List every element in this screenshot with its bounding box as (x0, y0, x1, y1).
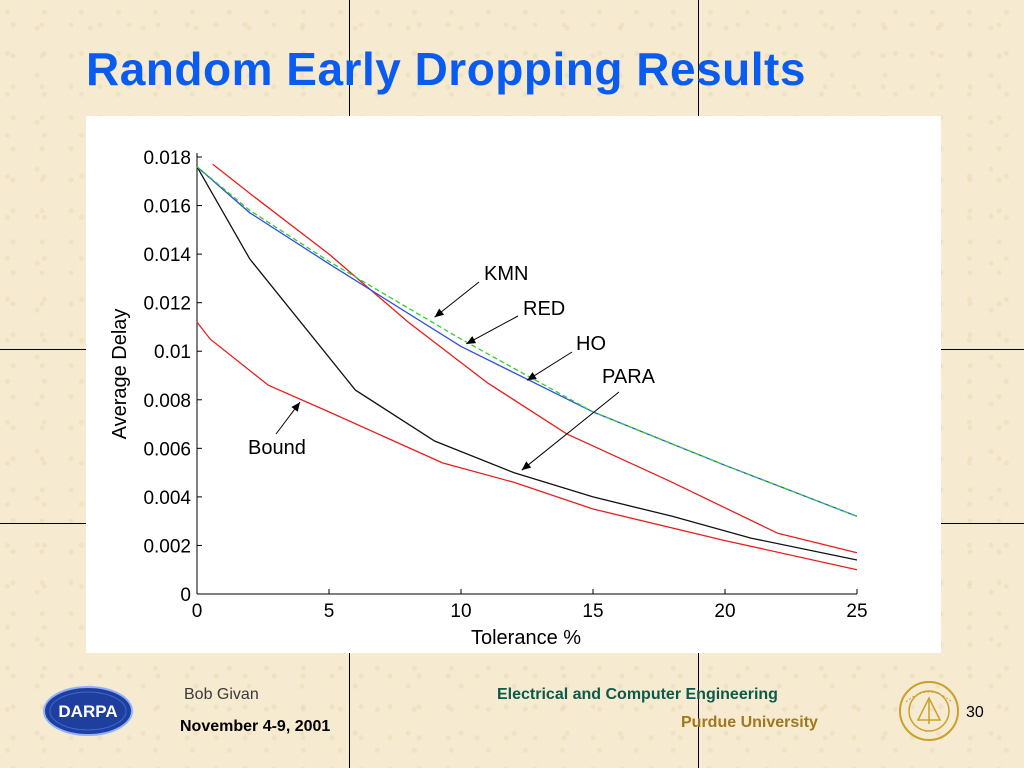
footer-date: November 4-9, 2001 (180, 718, 331, 735)
annotation-label-red: RED (523, 298, 565, 320)
annotation-label-bound: Bound (248, 437, 306, 459)
x-tick-label: 5 (324, 601, 335, 622)
y-tick-label: 0.01 (154, 342, 191, 363)
x-axis-label: Tolerance % (471, 627, 581, 649)
footer-university: Purdue University (681, 714, 818, 731)
chart-series (196, 163, 858, 571)
y-tick-label: 0.018 (143, 148, 191, 169)
y-tick-label: 0.016 (143, 197, 191, 218)
darpa-logo-text: DARPA (58, 702, 117, 721)
annotation-arrow-kmn (434, 281, 480, 318)
darpa-logo: DARPA (43, 686, 133, 736)
slide-number: 30 (966, 704, 984, 721)
slide-title: Random Early Dropping Results (86, 43, 806, 95)
y-tick-label: 0.008 (143, 391, 191, 412)
y-tick-label: 0.002 (143, 536, 191, 557)
series-line-para (196, 166, 858, 561)
x-tick-label: 20 (714, 601, 735, 622)
series-line-bound (196, 321, 858, 571)
y-tick-label: 0.006 (143, 439, 191, 460)
purdue-seal-icon (899, 681, 959, 741)
y-tick-label: 0.014 (143, 245, 191, 266)
y-axis-label: Average Delay (109, 309, 131, 440)
y-tick-label: 0.012 (143, 294, 191, 315)
annotation-arrowhead-red (466, 336, 477, 344)
footer-author: Bob Givan (184, 686, 259, 703)
chart-panel: 0 5 10 15 20 25 0 0.002 0.004 0.006 0.008 0.01 0.012… (86, 116, 941, 653)
x-tick-label: 25 (846, 601, 867, 622)
annotation-arrowhead-bound (291, 402, 300, 412)
annotation-label-para: PARA (602, 366, 656, 388)
y-tick-label: 0 (180, 585, 191, 606)
x-tick-label: 10 (450, 601, 471, 622)
annotation-arrowhead-para (521, 461, 532, 471)
annotation-arrowhead-ho (527, 372, 537, 381)
annotation-arrow-para (521, 391, 620, 471)
footer-department: Electrical and Computer Engineering (497, 686, 778, 703)
x-tick-label: 0 (192, 601, 203, 622)
chart-annotations: KMN RED HO PARA Bound (248, 263, 656, 471)
annotation-label-ho: HO (576, 333, 606, 355)
y-tick-label: 0.004 (143, 488, 191, 509)
annotation-arrowhead-kmn (434, 308, 445, 318)
series-line-ho (212, 163, 858, 554)
annotation-arrow-red (466, 315, 519, 345)
annotation-label-kmn: KMN (484, 263, 528, 285)
x-tick-label: 15 (582, 601, 603, 622)
line-chart: 0 5 10 15 20 25 0 0.002 0.004 0.006 0.008 0.01 0.012… (109, 148, 868, 649)
series-line-red (196, 166, 858, 517)
chart-axes: 0 5 10 15 20 25 0 0.002 0.004 0.006 0.008 0.01 0.012… (143, 148, 867, 622)
